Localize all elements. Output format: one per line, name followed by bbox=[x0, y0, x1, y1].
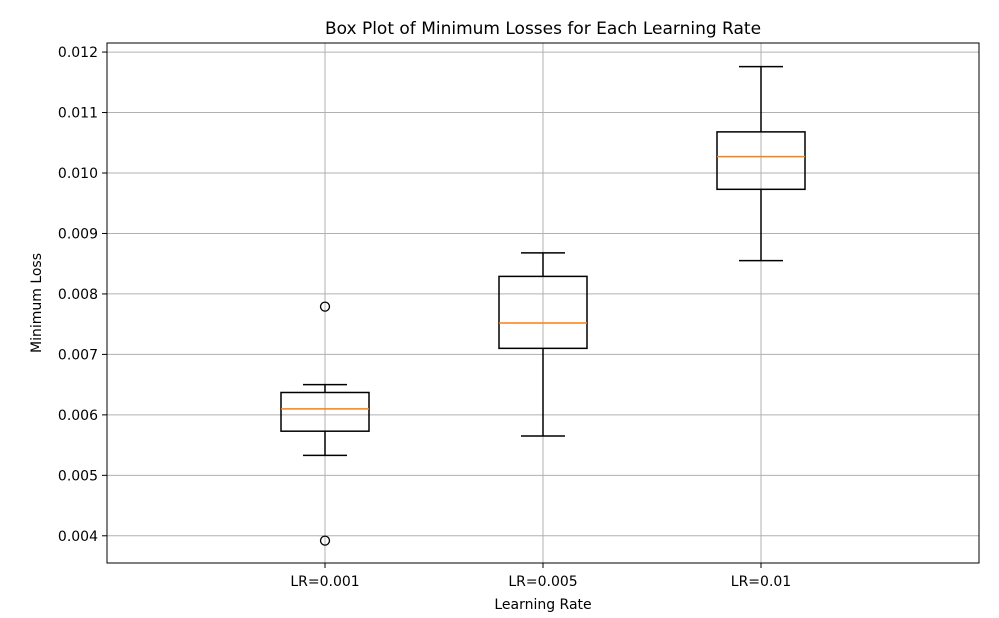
y-tick-label: 0.011 bbox=[58, 106, 98, 122]
outlier-point bbox=[319, 535, 331, 546]
grid-layer bbox=[107, 43, 979, 563]
y-tick-label: 0.009 bbox=[58, 226, 98, 242]
x-tick-label: LR=0.01 bbox=[731, 574, 791, 590]
iqr-box bbox=[716, 131, 806, 191]
y-tick-label: 0.010 bbox=[58, 166, 98, 182]
x-axis-label: Learning Rate bbox=[494, 597, 591, 613]
x-tick-label: LR=0.005 bbox=[508, 574, 577, 590]
outlier-point bbox=[319, 301, 331, 312]
y-tick-label: 0.004 bbox=[58, 529, 98, 545]
tick-layer: 0.004 0.005 0.006 0.007 0.008 0.009 0.010 0.011… bbox=[58, 45, 791, 590]
y-tick-label: 0.012 bbox=[58, 45, 98, 61]
chart-title: Box Plot of Minimum Losses for Each Lear… bbox=[325, 19, 761, 39]
y-tick-label: 0.006 bbox=[58, 408, 98, 424]
box-layer bbox=[280, 65, 806, 546]
y-tick-label: 0.008 bbox=[58, 287, 98, 303]
iqr-box bbox=[280, 391, 370, 432]
y-tick-label: 0.005 bbox=[58, 468, 98, 484]
iqr-box bbox=[498, 275, 588, 350]
y-tick-label: 0.007 bbox=[58, 347, 98, 363]
y-axis-label: Minimum Loss bbox=[29, 253, 45, 353]
x-tick-label: LR=0.001 bbox=[290, 574, 359, 590]
